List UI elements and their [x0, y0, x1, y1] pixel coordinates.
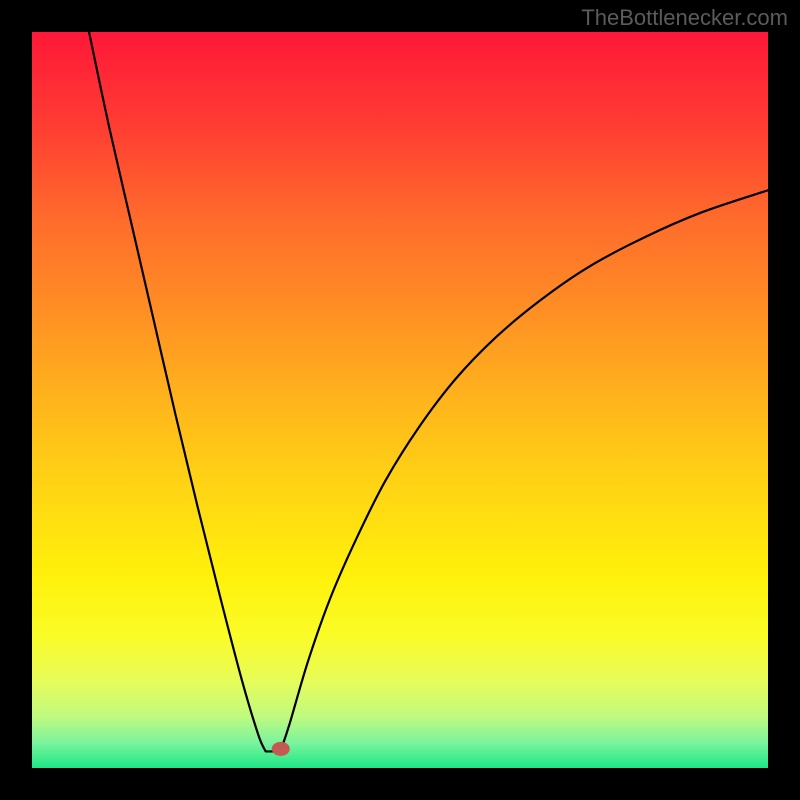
watermark-text: TheBottlenecker.com — [581, 5, 788, 31]
bottleneck-curve — [32, 32, 768, 768]
plot-area — [32, 32, 768, 768]
minimum-marker — [272, 742, 290, 756]
chart-frame: TheBottlenecker.com — [0, 0, 800, 800]
